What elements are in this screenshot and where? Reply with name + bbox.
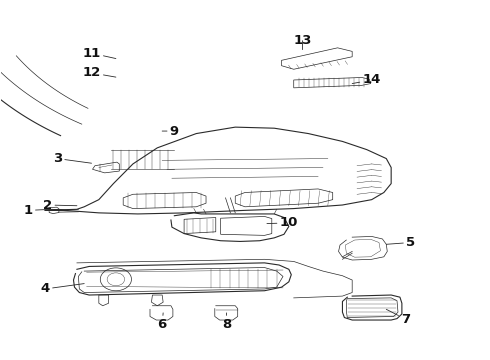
Text: 8: 8: [222, 313, 231, 331]
Text: 14: 14: [352, 73, 381, 86]
Text: 9: 9: [162, 125, 179, 138]
Text: 13: 13: [294, 34, 312, 50]
Text: 11: 11: [82, 47, 116, 60]
Text: 7: 7: [386, 309, 410, 326]
Text: 6: 6: [158, 313, 167, 331]
Text: 10: 10: [267, 216, 298, 229]
Text: 2: 2: [43, 198, 77, 212]
Text: 4: 4: [41, 283, 84, 296]
Text: 12: 12: [82, 66, 116, 79]
Text: 1: 1: [24, 204, 52, 217]
Text: 3: 3: [53, 152, 92, 165]
Text: 5: 5: [386, 236, 415, 249]
